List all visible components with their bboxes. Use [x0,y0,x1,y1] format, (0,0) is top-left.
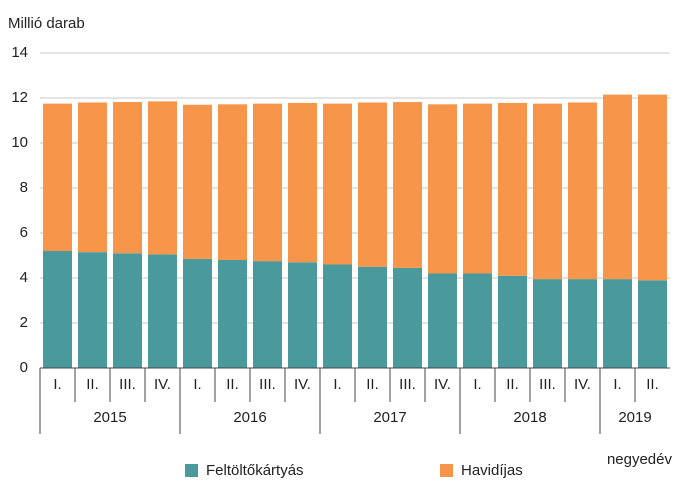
bar-segment [113,253,142,368]
legend-swatch [440,464,453,477]
bar-segment [113,102,142,254]
x-tick-label: I. [53,376,61,393]
bar-segment [603,94,632,280]
x-tick-label: II. [646,376,659,393]
bar-segment [183,258,212,368]
y-axis-label: Millió darab [8,15,85,32]
bar-segment [43,103,72,251]
bar-segment [428,104,457,274]
bar-segment [498,102,527,276]
y-tick-label: 0 [20,359,28,376]
bar-segment [183,104,212,259]
x-axis-label: negyedév [607,451,673,468]
x-tick-label: II. [366,376,379,393]
bar-segment [638,280,667,368]
group-label: 2015 [93,409,126,426]
group-label: 2019 [618,409,651,426]
group-label: 2018 [513,409,546,426]
bar-segment [218,104,247,260]
bar-segment [358,266,387,368]
bar-segment [148,254,177,368]
x-tick-label: II. [506,376,519,393]
bar-segment [253,261,282,368]
x-tick-label: III. [539,376,556,393]
bar-segment [638,94,667,281]
bar-segment [78,102,107,253]
y-tick-label: 2 [20,314,28,331]
bar-segment [533,279,562,368]
bar-segment [463,103,492,274]
bar-segment [393,102,422,268]
x-tick-label: I. [193,376,201,393]
bar-segment [43,251,72,368]
bar-segment [428,273,457,368]
bar-segment [148,101,177,255]
bar-segment [568,279,597,368]
bar-segment [218,260,247,368]
x-tick-label: III. [399,376,416,393]
bar-segment [393,267,422,368]
x-tick-label: IV. [154,376,171,393]
bar-segment [358,102,387,267]
x-tick-label: I. [333,376,341,393]
legend-label: Feltöltőkártyás [206,462,304,479]
bar-segment [603,279,632,368]
group-label: 2017 [373,409,406,426]
bar-segment [498,275,527,368]
bar-segment [323,264,352,368]
group-label: 2016 [233,409,266,426]
bar-segment [568,102,597,280]
x-tick-label: II. [86,376,99,393]
bar-segment [463,273,492,368]
y-tick-label: 10 [11,134,28,151]
y-tick-label: 6 [20,224,28,241]
bar-segment [288,102,317,263]
x-tick-label: IV. [434,376,451,393]
bar-segment [323,103,352,265]
legend-label: Havidíjas [461,462,523,479]
y-tick-label: 4 [20,269,28,286]
bar-segment [253,103,282,262]
x-tick-label: I. [473,376,481,393]
x-tick-label: IV. [574,376,591,393]
x-tick-label: III. [119,376,136,393]
legend-swatch [185,464,198,477]
y-tick-label: 8 [20,179,28,196]
bar-segment [78,252,107,368]
x-tick-label: II. [226,376,239,393]
y-tick-label: 14 [11,44,28,61]
y-tick-label: 12 [11,89,28,106]
bar-segment [533,103,562,280]
bar-segment [288,262,317,368]
x-tick-label: III. [259,376,276,393]
x-tick-label: IV. [294,376,311,393]
x-tick-label: I. [613,376,621,393]
